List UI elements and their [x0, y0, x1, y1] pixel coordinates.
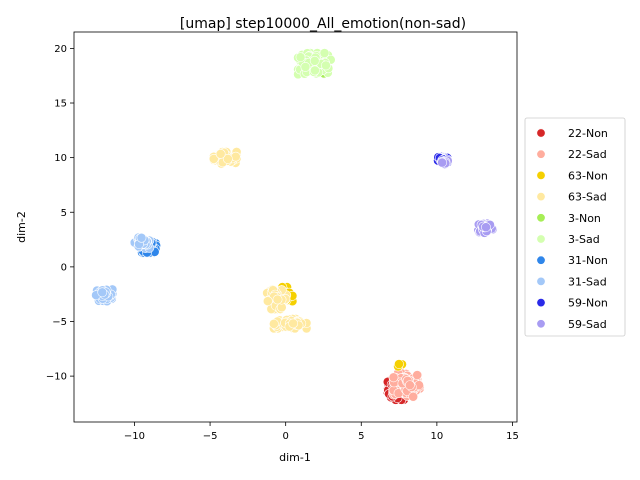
legend-marker: [536, 276, 546, 286]
legend-marker: [536, 213, 546, 223]
point-22-sad: [412, 370, 423, 380]
point-31-sad: [97, 287, 108, 298]
legend-label: 22-Sad: [568, 148, 607, 161]
point-3-sad: [310, 65, 320, 76]
legend-marker: [536, 255, 546, 265]
point-59-sad: [437, 157, 447, 168]
point-59-sad: [481, 222, 491, 233]
x-tick-label: −10: [124, 431, 145, 442]
y-tick-label: 0: [61, 262, 67, 273]
point-3-sad: [319, 48, 330, 58]
point-63-sad: [268, 318, 279, 329]
legend-label: 31-Sad: [568, 275, 607, 288]
point-63-sad: [272, 294, 283, 305]
legend-label: 63-Non: [568, 169, 608, 182]
y-tick-label: 10: [54, 153, 67, 164]
legend: 22-Non 22-Sad 63-Non 63-Sad 3-Non 3-Sad 31-Non…: [524, 117, 626, 337]
point-63-sad: [215, 148, 226, 159]
x-axis-ticks: −10 −5 0 5 10 15: [124, 422, 519, 442]
point-63-sad: [262, 296, 273, 307]
chart-title: [umap] step10000_All_emotion(non-sad): [180, 16, 466, 32]
legend-marker: [536, 170, 546, 180]
legend-label: 63-Sad: [568, 191, 607, 204]
y-tick-label: 20: [54, 44, 67, 55]
x-tick-label: 5: [358, 431, 364, 442]
y-tick-label: 15: [54, 99, 67, 110]
y-axis-ticks: −10 −5 0 5 10 15 20: [46, 44, 74, 383]
legend-label: 59-Non: [568, 297, 608, 310]
legend-label: 59-Sad: [568, 318, 607, 331]
point-31-sad: [136, 232, 147, 243]
y-tick-label: 5: [61, 208, 67, 219]
scatter-points: [91, 48, 498, 405]
point-63-sad: [288, 318, 299, 329]
legend-label: 3-Non: [568, 212, 601, 225]
x-axis-label: dim-1: [279, 451, 311, 464]
legend-label: 22-Non: [568, 127, 608, 140]
point-63-sad: [222, 154, 233, 164]
x-tick-label: 10: [430, 431, 443, 442]
x-tick-label: 15: [506, 431, 519, 442]
x-tick-label: −5: [203, 431, 218, 442]
point-3-sad: [309, 55, 320, 66]
legend-marker: [536, 234, 546, 244]
point-3-sad: [295, 52, 306, 63]
y-tick-label: −5: [52, 317, 67, 328]
legend-box: [524, 117, 626, 337]
point-3-sad: [321, 60, 331, 71]
legend-label: 3-Sad: [568, 233, 600, 246]
point-22-sad: [388, 372, 399, 383]
legend-marker: [536, 192, 546, 202]
y-axis-label: dim-2: [15, 211, 28, 243]
point-63-sad: [208, 153, 219, 164]
point-3-sad: [300, 62, 311, 72]
point-22-sad: [404, 380, 415, 391]
y-tick-label: −10: [46, 372, 67, 383]
legend-marker: [536, 149, 546, 159]
plot-frame: [73, 31, 518, 423]
point-63-non: [394, 359, 404, 369]
legend-label: 31-Non: [568, 254, 608, 267]
legend-marker: [536, 128, 546, 138]
x-tick-label: 0: [282, 431, 288, 442]
legend-marker: [536, 298, 546, 308]
point-22-sad: [408, 391, 419, 402]
legend-marker: [536, 319, 546, 329]
